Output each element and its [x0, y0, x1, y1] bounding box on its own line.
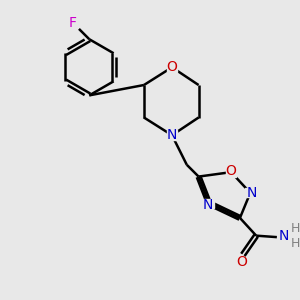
Text: N: N — [247, 186, 257, 200]
Text: F: F — [69, 16, 77, 30]
Text: N: N — [202, 198, 213, 212]
Text: N: N — [167, 128, 177, 142]
Bar — [245, 188, 255, 197]
Bar — [167, 130, 177, 140]
Bar — [167, 62, 177, 73]
Text: H: H — [290, 222, 300, 236]
Text: H: H — [290, 236, 300, 250]
Bar — [204, 199, 214, 208]
Text: O: O — [167, 60, 177, 74]
Text: N: N — [279, 229, 290, 243]
Text: O: O — [226, 164, 236, 178]
Bar — [226, 168, 236, 177]
Text: O: O — [236, 255, 247, 269]
